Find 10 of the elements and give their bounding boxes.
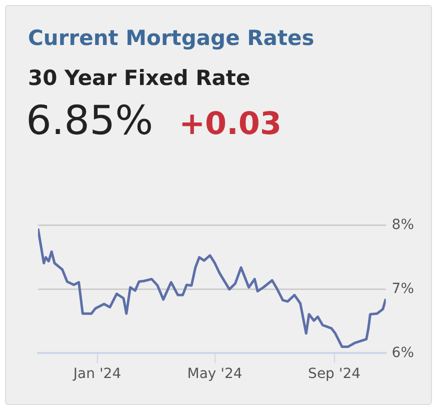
chart-subtitle: 30 Year Fixed Rate — [28, 66, 250, 90]
x-tick-label: May '24 — [187, 366, 242, 382]
y-tick-label: 7% — [392, 280, 414, 297]
y-tick-label: 6% — [392, 344, 414, 361]
chart-title: Current Mortgage Rates — [28, 26, 314, 50]
x-tick-label: Jan '24 — [72, 366, 122, 382]
x-tick-label: Sep '24 — [308, 366, 361, 382]
y-tick-label: 8% — [392, 217, 414, 234]
text: 6.85% — [26, 98, 154, 144]
text: +0.03 — [179, 106, 282, 142]
